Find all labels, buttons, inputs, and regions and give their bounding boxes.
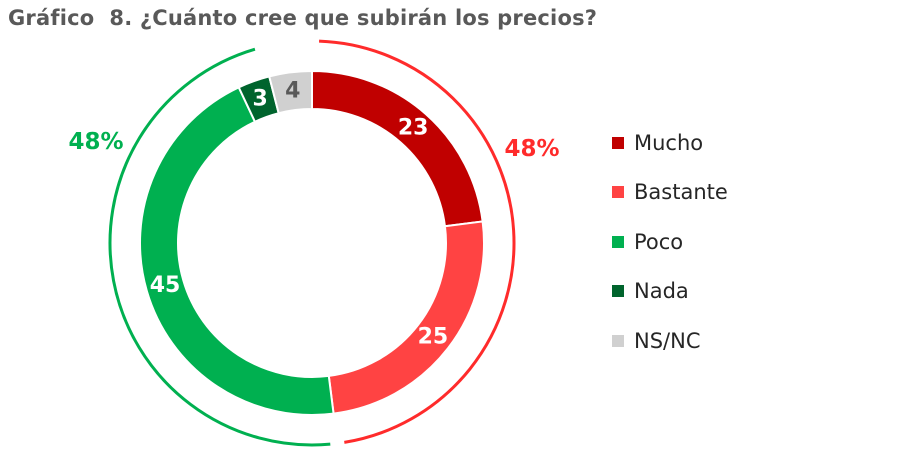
legend-item-nada: Nada <box>612 267 728 317</box>
slice-label-ns-nc: 4 <box>285 79 300 104</box>
group-label-right: 48% <box>504 136 559 162</box>
legend-swatch-mucho <box>612 136 624 149</box>
slice-labels: 23 25 45 3 4 <box>150 79 448 350</box>
group-arc-left <box>108 47 331 447</box>
legend-swatch-poco <box>612 235 624 248</box>
legend-item-mucho: Mucho <box>612 118 728 168</box>
chart-title: Gráfico 8. ¿Cuánto cree que subirán los … <box>8 6 598 30</box>
slice-label-nada: 3 <box>253 87 268 112</box>
group-arcs <box>108 39 516 447</box>
slice-bastante <box>327 220 485 415</box>
legend-item-bastante: Bastante <box>612 168 728 218</box>
legend-label-nada: Nada <box>634 279 689 304</box>
legend-label-ns-nc: NS/NC <box>634 328 701 353</box>
slice-label-poco: 45 <box>150 273 181 298</box>
donut-slices <box>138 69 485 416</box>
legend: Mucho Bastante Poco Nada NS/NC <box>612 118 728 366</box>
slice-mucho <box>311 69 484 228</box>
legend-label-poco: Poco <box>634 229 684 254</box>
slice-label-mucho: 23 <box>398 116 429 141</box>
group-labels: 48% 48% <box>68 129 559 162</box>
legend-label-bastante: Bastante <box>634 180 728 205</box>
legend-swatch-bastante <box>612 186 624 199</box>
slice-poco <box>138 86 335 416</box>
legend-swatch-ns-nc <box>612 334 624 347</box>
legend-item-poco: Poco <box>612 217 728 267</box>
slice-ns-nc <box>268 69 313 115</box>
group-label-left: 48% <box>68 129 123 155</box>
legend-swatch-nada <box>612 285 624 298</box>
legend-label-mucho: Mucho <box>634 130 704 155</box>
legend-item-ns-nc: NS/NC <box>612 316 728 366</box>
group-arc-right <box>319 39 516 444</box>
slice-label-bastante: 25 <box>418 324 449 349</box>
